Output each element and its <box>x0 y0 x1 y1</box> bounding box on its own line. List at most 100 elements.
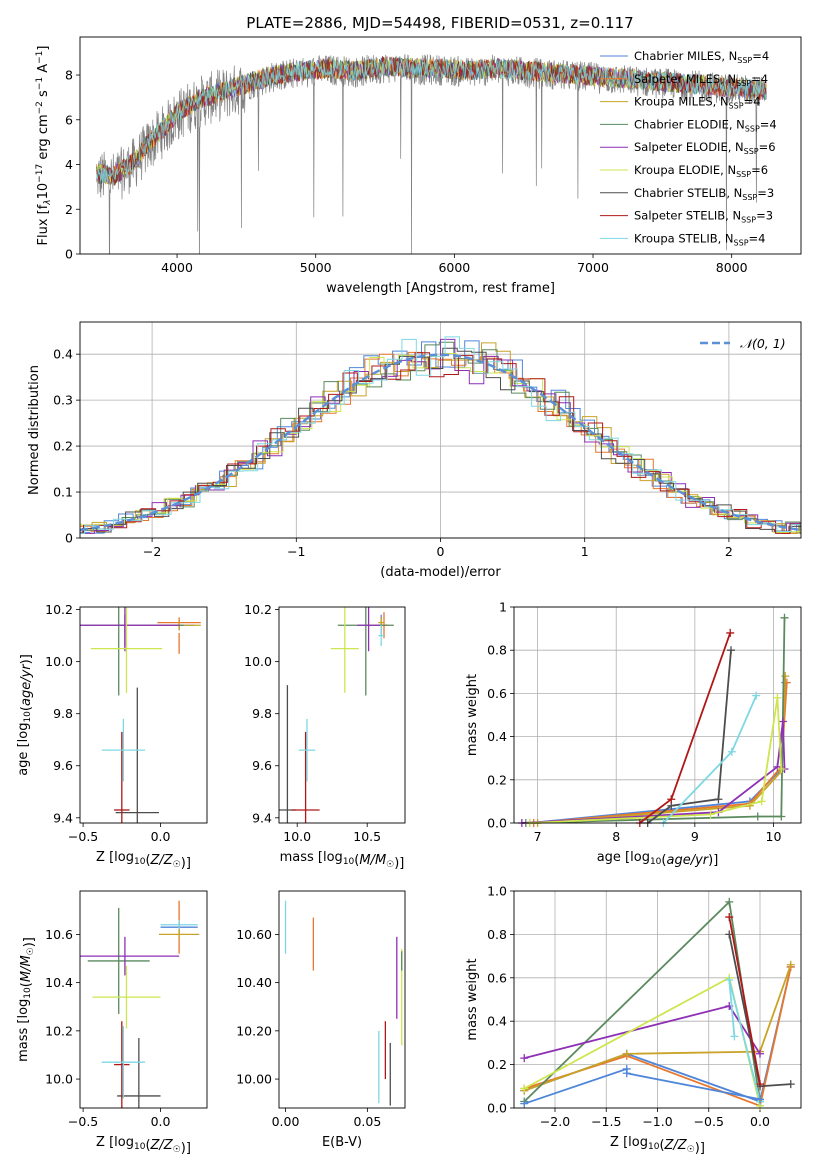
y-tick-label: 0 <box>65 247 73 262</box>
legend-text: Chabrier ELODIE, N <box>634 117 745 131</box>
label-part: age [log <box>597 850 650 865</box>
y-tick-label: 10.2 <box>45 602 73 617</box>
histogram-steps <box>80 351 801 534</box>
weight-marker <box>752 691 761 700</box>
legend-text: Salpeter ELODIE, N <box>634 140 744 154</box>
weight-marker <box>725 975 734 984</box>
legend-text: =3 <box>756 209 773 223</box>
axes-frame <box>513 606 802 824</box>
weight-marker <box>667 795 676 804</box>
label-part: Z/Z <box>150 853 174 868</box>
mass-vs-Z-axes: −0.5 0.010.010.210.410.6Z [log10(Z/Z☉)]ma… <box>16 890 208 1156</box>
y-tick-label: 6 <box>65 112 73 127</box>
y-tick-label: 0.8 <box>487 927 507 942</box>
label-part: ] <box>36 46 51 51</box>
x-tick-label: −0.5 <box>694 1114 724 1129</box>
label-part: age/yr <box>19 663 34 706</box>
weight-marker <box>520 1084 529 1093</box>
legend-label: Chabrier STELIB, NSSP=3 <box>634 186 774 202</box>
label-part: )] <box>181 1141 191 1156</box>
weight-vs-age-plot <box>517 613 791 827</box>
label-part: 10 <box>648 1142 660 1152</box>
errorbar <box>378 625 384 647</box>
errorbar <box>87 907 150 1014</box>
legend-text: Kroupa ELODIE, N <box>634 163 736 177</box>
y-tick-label: 9.8 <box>53 706 73 721</box>
y-tick-label: 10.0 <box>244 654 272 669</box>
x-tick-label: 10 <box>766 829 782 844</box>
errorbar <box>160 919 198 930</box>
label-part: λ <box>43 199 53 205</box>
y-tick-label: 10.40 <box>236 975 272 990</box>
legend-text: =4 <box>751 72 768 86</box>
errorbar <box>298 718 316 782</box>
label-part: Z [log <box>96 1135 134 1150</box>
weight-marker <box>727 747 736 756</box>
label-part: ☉ <box>173 1145 181 1155</box>
x-tick-label: 10.5 <box>353 829 381 844</box>
legend-text: Kroupa MILES, N <box>634 95 729 109</box>
x-tick-label: 8000 <box>716 260 748 275</box>
legend-text: SSP <box>736 170 751 179</box>
weight-marker <box>622 1069 631 1078</box>
weight-marker <box>520 1099 529 1108</box>
weight-marker <box>781 672 790 681</box>
x-tick-label: 2 <box>725 544 733 559</box>
axes-frame <box>79 36 802 255</box>
y-tick-label: 4 <box>65 157 73 172</box>
y-tick-label: 0.0 <box>487 1101 507 1116</box>
legend-text: =4 <box>752 49 769 63</box>
label-part: A <box>36 64 51 77</box>
legend-text: SSP <box>736 79 751 88</box>
x-tick-label: 0.0 <box>151 1114 171 1129</box>
errorbar <box>158 929 200 940</box>
spectrum-plot <box>96 54 767 254</box>
x-tick-label: 7 <box>534 829 542 844</box>
label-part: 10 <box>36 183 51 200</box>
legend-label: Salpeter MILES, NSSP=4 <box>634 72 768 88</box>
weight-marker <box>706 810 715 819</box>
x-tick-label: −2.0 <box>540 1114 570 1129</box>
label-part: Flux [f <box>36 204 51 245</box>
label-part: 10 <box>650 857 662 867</box>
y-tick-label: 0.6 <box>487 970 507 985</box>
y-tick-label: 9.4 <box>53 810 73 825</box>
x-axis-label: wavelength [Angstrom, rest frame] <box>326 281 555 296</box>
label-part: ( <box>145 853 150 868</box>
mass-vs-ebv-plot <box>284 900 403 1106</box>
label-part: ☉ <box>386 860 394 870</box>
legend-text: SSP <box>734 238 749 247</box>
label-part: ☉ <box>173 860 181 870</box>
legend-text: SSP <box>742 193 757 202</box>
label-part: −2 <box>35 101 45 114</box>
label-part: −17 <box>35 164 45 183</box>
x-tick-label: −0.5 <box>68 1114 98 1129</box>
y-tick-label: 0.4 <box>487 1014 507 1029</box>
label-part: ( <box>19 982 34 987</box>
x-tick-label: 0 <box>437 544 445 559</box>
weight-marker <box>780 613 789 622</box>
y-axis-label: mass weight <box>465 958 480 1040</box>
errorbar <box>80 936 180 976</box>
legend-text: Chabrier MILES, N <box>634 49 737 63</box>
y-tick-label: 10.20 <box>236 1023 272 1038</box>
label-part: M/M <box>359 853 386 868</box>
y-tick-label: 1 <box>499 600 507 615</box>
weight-marker <box>777 765 786 773</box>
label-part: −1 <box>35 51 45 64</box>
normal-reference-curve <box>80 353 801 532</box>
figure-title: PLATE=2886, MJD=54498, FIBERID=0531, z=0… <box>246 14 633 32</box>
model-spectrum <box>96 57 767 184</box>
legend-label: Kroupa ELODIE, NSSP=6 <box>634 163 768 179</box>
y-tick-label: 10.2 <box>45 1023 73 1038</box>
errorbar <box>114 1021 130 1108</box>
label-part: ( <box>661 853 666 868</box>
label-part: Z [log <box>610 1135 648 1150</box>
x-tick-label: −2 <box>143 544 161 559</box>
errorbar <box>117 1038 161 1108</box>
mass-vs-ebv-axes: 0.00 0.05 10.00 10.20 10.40 10.60 E(B-V) <box>236 890 406 1150</box>
errorbar <box>101 718 146 782</box>
legend-label: 𝒩(0, 1) <box>740 336 786 351</box>
